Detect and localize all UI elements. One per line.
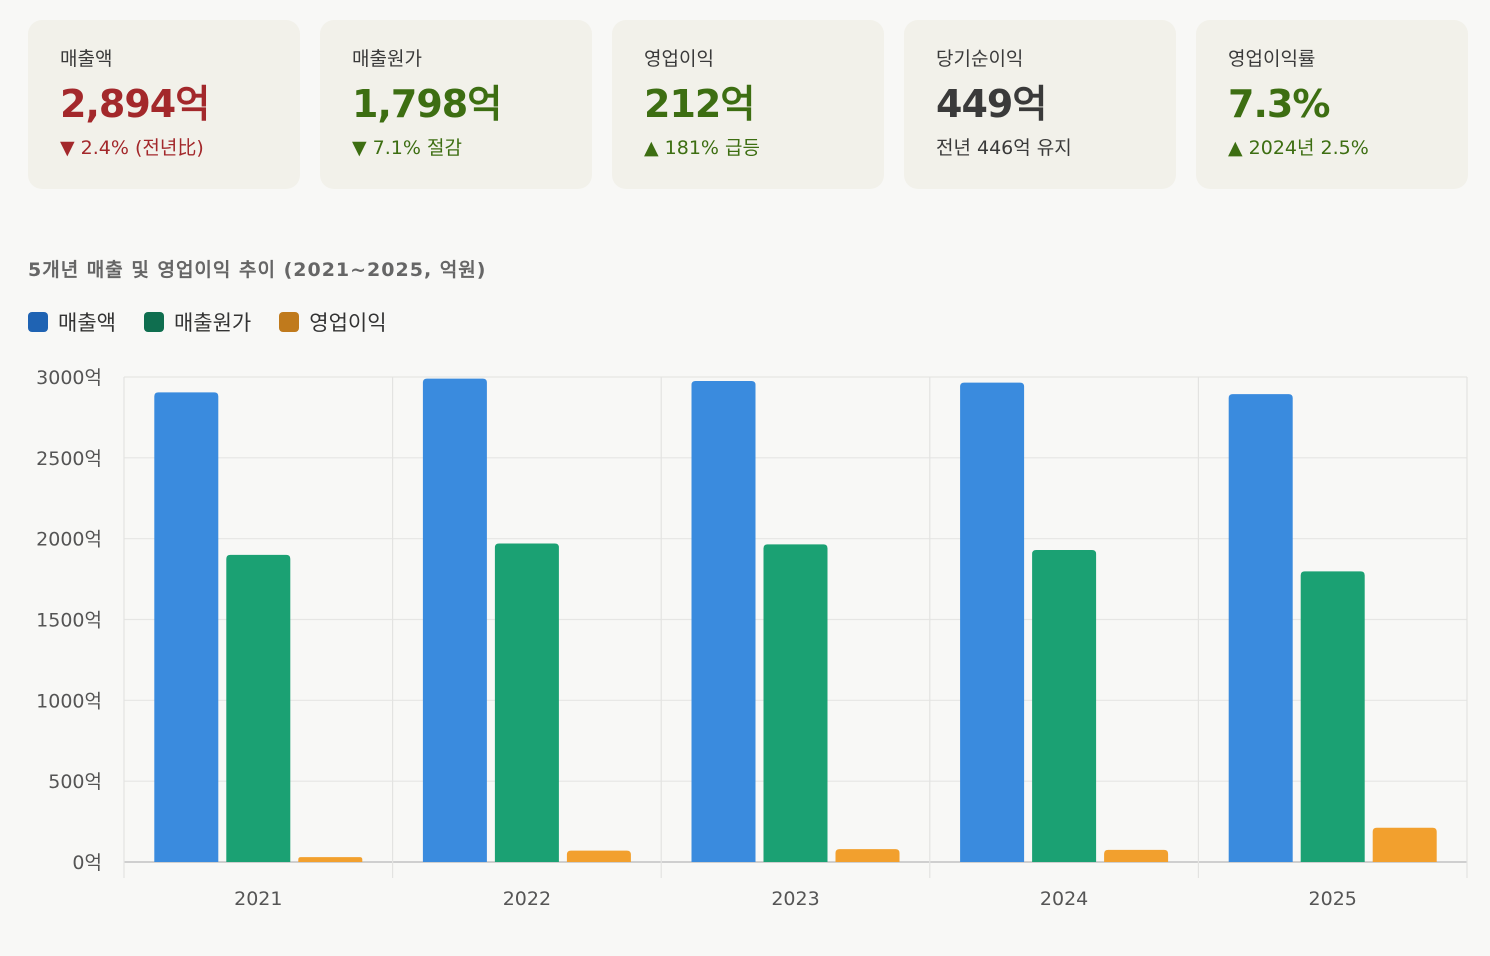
kpi-label: 매출액 (60, 48, 113, 70)
x-tick-label: 2023 (771, 888, 819, 910)
bar (1104, 849, 1169, 862)
kpi-row: 매출액 2,894억 ▼ 2.4% (전년比) 매출원가 1,798억 ▼ 7.… (28, 20, 1468, 189)
x-tick-label: 2024 (1040, 888, 1088, 910)
bar (763, 544, 828, 862)
kpi-card-operating-profit: 영업이익 212억 ▲ 181% 급등 (612, 20, 884, 189)
kpi-label: 영업이익률 (1228, 48, 1316, 70)
bar (1032, 549, 1097, 862)
kpi-label: 영업이익 (644, 48, 714, 70)
bar (1372, 827, 1437, 862)
legend-item-operating-profit[interactable]: 영업이익 (279, 307, 387, 337)
bar (226, 554, 291, 862)
legend-swatch (279, 312, 300, 332)
y-tick-label: 2500억 (36, 448, 102, 470)
kpi-value: 212억 (644, 82, 755, 126)
y-tick-label: 0억 (72, 852, 102, 874)
kpi-change: ▲ 181% 급등 (644, 137, 760, 159)
kpi-value: 449억 (936, 82, 1047, 126)
kpi-change: ▼ 7.1% 절감 (352, 137, 462, 159)
chart-title: 5개년 매출 및 영업이익 추이 (2021~2025, 억원) (28, 259, 487, 281)
kpi-label: 당기순이익 (936, 48, 1024, 70)
bar (835, 849, 900, 862)
bar (960, 382, 1025, 862)
chart-legend: 매출액 매출원가 영업이익 (28, 307, 387, 337)
kpi-card-revenue: 매출액 2,894억 ▼ 2.4% (전년比) (28, 20, 300, 189)
kpi-value: 7.3% (1228, 82, 1330, 126)
y-tick-label: 2000억 (36, 529, 102, 551)
legend-swatch (28, 312, 48, 332)
kpi-change: ▲ 2024년 2.5% (1228, 137, 1369, 159)
kpi-change: ▼ 2.4% (전년比) (60, 137, 204, 159)
legend-swatch (143, 312, 164, 332)
y-tick-label: 3000억 (36, 367, 102, 389)
legend-item-cost-of-sales[interactable]: 매출원가 (143, 307, 252, 337)
x-tick-label: 2021 (234, 888, 282, 910)
bar (494, 543, 559, 862)
bar (298, 857, 363, 862)
kpi-card-operating-margin: 영업이익률 7.3% ▲ 2024년 2.5% (1196, 20, 1468, 189)
kpi-card-net-income: 당기순이익 449억 전년 446억 유지 (904, 20, 1176, 189)
y-tick-label: 500억 (48, 771, 102, 793)
x-tick-label: 2025 (1309, 888, 1357, 910)
bar (691, 381, 756, 862)
kpi-card-cost-of-sales: 매출원가 1,798억 ▼ 7.1% 절감 (320, 20, 592, 189)
y-tick-label: 1500억 (36, 610, 102, 632)
y-tick-label: 1000억 (36, 690, 102, 712)
bar (154, 392, 219, 862)
bar (1228, 394, 1293, 862)
bar (566, 850, 631, 862)
kpi-label: 매출원가 (352, 48, 422, 70)
kpi-value: 1,798억 (352, 82, 502, 126)
bar (1300, 571, 1365, 862)
kpi-change: 전년 446억 유지 (936, 137, 1072, 159)
legend-item-revenue[interactable]: 매출액 (28, 307, 116, 337)
legend-label: 영업이익 (309, 311, 387, 335)
x-tick-label: 2022 (503, 888, 551, 910)
legend-label: 매출액 (58, 311, 116, 335)
bar (422, 378, 487, 862)
kpi-value: 2,894억 (60, 82, 210, 126)
legend-label: 매출원가 (173, 311, 252, 335)
